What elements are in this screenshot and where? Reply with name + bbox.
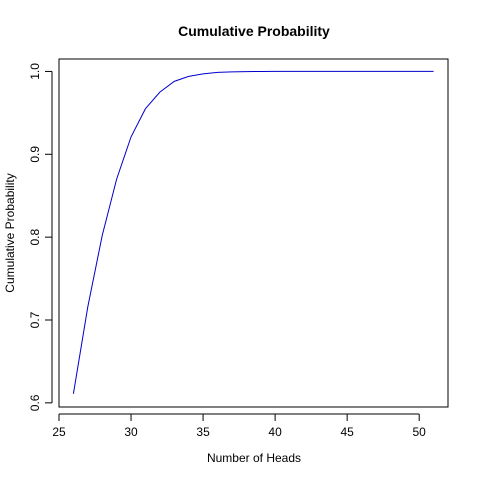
y-axis-label: Cumulative Probability bbox=[3, 173, 17, 292]
x-tick-label: 30 bbox=[124, 425, 138, 439]
series-line bbox=[72, 70, 434, 394]
y-tick-label: 0.9 bbox=[28, 146, 42, 163]
y-tick-label: 0.7 bbox=[28, 311, 42, 328]
series-layer bbox=[72, 70, 434, 394]
x-tick-label: 45 bbox=[340, 425, 354, 439]
y-tick-label: 0.8 bbox=[28, 228, 42, 245]
x-tick-label: 35 bbox=[196, 425, 210, 439]
y-axis: 0.6 0.7 0.8 0.9 1.0 bbox=[28, 63, 53, 411]
y-tick-label: 0.6 bbox=[28, 394, 42, 411]
plot-frame bbox=[58, 58, 449, 408]
x-axis-label: Number of Heads bbox=[207, 451, 301, 465]
y-tick-label: 1.0 bbox=[28, 63, 42, 80]
chart-title: Cumulative Probability bbox=[178, 23, 330, 39]
x-tick-label: 50 bbox=[413, 425, 427, 439]
x-axis: 25 30 35 40 45 50 bbox=[52, 413, 427, 439]
x-tick-label: 25 bbox=[52, 425, 66, 439]
x-tick-label: 40 bbox=[268, 425, 282, 439]
